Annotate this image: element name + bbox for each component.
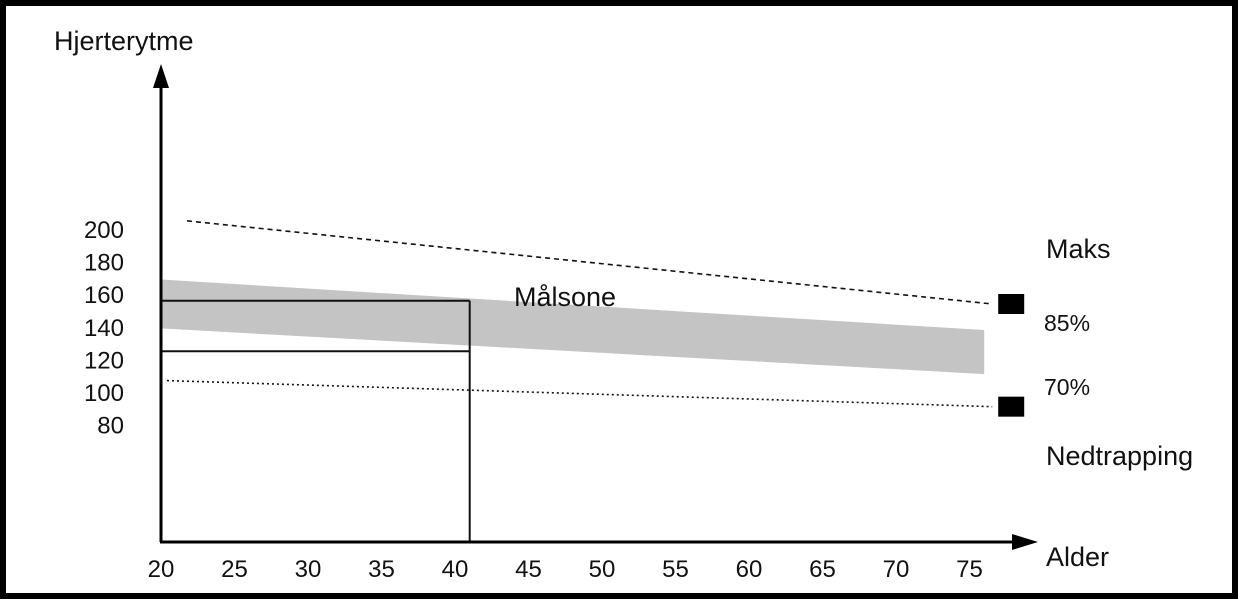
target-zone-band (161, 279, 985, 375)
x-tick-label-50: 50 (589, 556, 616, 583)
x-axis-arrow (1012, 534, 1038, 550)
y-tick-label-80: 80 (97, 413, 124, 440)
x-tick-label-65: 65 (809, 556, 836, 583)
series-maks-marker (998, 293, 1025, 314)
x-axis (160, 534, 1038, 550)
y-axis-label: Hjerterytme (54, 26, 194, 56)
band-lower-label: 70% (1044, 374, 1090, 400)
y-tick-label-200: 200 (84, 217, 124, 244)
x-tick-label-25: 25 (221, 556, 248, 583)
x-tick-labels: 20 25 30 35 40 45 50 55 60 65 70 75 (148, 556, 983, 583)
x-tick-label-75: 75 (956, 556, 983, 583)
y-tick-label-140: 140 (84, 315, 124, 342)
x-tick-label-45: 45 (515, 556, 542, 583)
band-upper-label: 85% (1044, 310, 1090, 336)
y-tick-label-100: 100 (84, 380, 124, 407)
x-tick-label-70: 70 (883, 556, 910, 583)
series-nedtrapping-marker (998, 396, 1025, 417)
y-tick-label-160: 160 (84, 282, 124, 309)
x-tick-label-55: 55 (662, 556, 689, 583)
y-axis-arrow (153, 64, 169, 88)
legend-nedtrapping-label: Nedtrapping (1046, 441, 1193, 471)
x-tick-label-40: 40 (442, 556, 469, 583)
y-tick-label-120: 120 (84, 347, 124, 374)
x-tick-label-30: 30 (295, 556, 322, 583)
y-tick-label-180: 180 (84, 250, 124, 277)
x-tick-label-60: 60 (736, 556, 763, 583)
y-axis (153, 64, 169, 542)
legend-maks-label: Maks (1046, 234, 1111, 264)
x-axis-label: Alder (1046, 542, 1109, 572)
target-zone-label: Målsone (514, 282, 616, 312)
x-tick-label-35: 35 (368, 556, 395, 583)
y-tick-labels: 80 100 120 140 160 180 200 (84, 217, 124, 440)
x-tick-label-20: 20 (148, 556, 175, 583)
